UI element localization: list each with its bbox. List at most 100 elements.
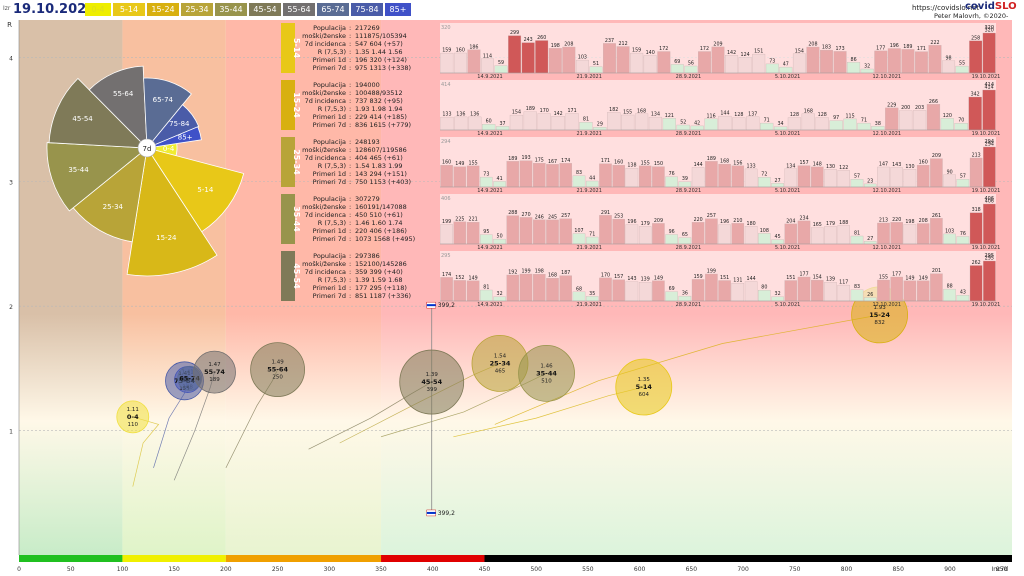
pie-slice-5-14[interactable] xyxy=(146,147,245,233)
panel-bar[interactable] xyxy=(662,118,676,131)
panel-bar[interactable] xyxy=(466,222,480,245)
panel-bar[interactable] xyxy=(612,218,625,245)
panel-age-tab[interactable] xyxy=(281,251,295,301)
panel-bar[interactable] xyxy=(440,116,454,131)
panel-bar[interactable] xyxy=(519,217,533,245)
panel-bar[interactable] xyxy=(440,52,454,74)
panel-bar[interactable] xyxy=(523,111,537,131)
panel-bar[interactable] xyxy=(843,118,857,131)
panel-bar[interactable] xyxy=(731,223,745,245)
age-button-55-64[interactable]: 55-64 xyxy=(283,3,315,16)
panel-bar[interactable] xyxy=(599,163,612,188)
panel-bar[interactable] xyxy=(731,283,745,302)
panel-bar[interactable] xyxy=(824,282,837,302)
panel-bar[interactable] xyxy=(731,165,745,188)
panel-bar[interactable] xyxy=(969,157,983,188)
panel-bar[interactable] xyxy=(969,265,983,302)
panel-bar[interactable] xyxy=(625,224,639,245)
panel-bar[interactable] xyxy=(440,277,453,302)
bubble-5-14[interactable] xyxy=(615,358,673,416)
panel-bar[interactable] xyxy=(665,234,678,245)
panel-bar[interactable] xyxy=(480,176,493,188)
panel-bar[interactable] xyxy=(926,104,941,131)
panel-bar[interactable] xyxy=(453,221,467,245)
panel-bar[interactable] xyxy=(705,218,718,245)
pie-slice-75-84[interactable] xyxy=(146,104,200,149)
panel-bar[interactable] xyxy=(565,113,579,131)
panel-bar[interactable] xyxy=(493,296,506,302)
panel-bar[interactable] xyxy=(704,118,718,131)
panel-bar[interactable] xyxy=(705,273,718,302)
panel-bar[interactable] xyxy=(691,222,705,245)
panel-bar[interactable] xyxy=(546,278,559,302)
bubble-0-4[interactable] xyxy=(116,400,150,434)
panel-bar[interactable] xyxy=(638,226,652,245)
panel-bar[interactable] xyxy=(887,48,901,74)
panel-bar[interactable] xyxy=(797,220,811,245)
panel-bar[interactable] xyxy=(481,58,494,74)
panel-bar[interactable] xyxy=(648,116,663,131)
panel-bar[interactable] xyxy=(811,279,824,302)
bubble-45-54[interactable] xyxy=(399,349,465,415)
site-url[interactable]: https://covidslo.net xyxy=(912,4,980,12)
panel-bar[interactable] xyxy=(930,273,943,302)
panel-bar[interactable] xyxy=(480,234,493,245)
panel-bar[interactable] xyxy=(850,235,864,245)
panel-bar[interactable] xyxy=(850,179,864,188)
panel-bar[interactable] xyxy=(797,165,811,188)
panel-bar[interactable] xyxy=(589,66,603,74)
panel-bar[interactable] xyxy=(824,226,837,245)
panel-bar[interactable] xyxy=(546,164,559,188)
panel-bar[interactable] xyxy=(625,168,639,188)
bubble-55-64[interactable] xyxy=(250,342,305,398)
bubble-55-74[interactable] xyxy=(193,350,236,394)
age-button-65-74[interactable]: 65-74 xyxy=(317,3,349,16)
panel-bar[interactable] xyxy=(705,161,718,188)
panel-bar[interactable] xyxy=(732,117,746,131)
panel-bar[interactable] xyxy=(930,218,943,245)
panel-bar[interactable] xyxy=(916,165,930,188)
panel-bar[interactable] xyxy=(643,55,657,74)
panel-bar[interactable] xyxy=(585,296,599,302)
panel-bar[interactable] xyxy=(676,124,690,131)
panel-bar[interactable] xyxy=(711,46,725,74)
panel-bar[interactable] xyxy=(718,224,731,245)
age-button-35-44[interactable]: 35-44 xyxy=(215,3,247,16)
panel-bar[interactable] xyxy=(982,89,996,131)
panel-bar[interactable] xyxy=(559,163,572,188)
panel-bar[interactable] xyxy=(509,114,524,131)
panel-bar[interactable] xyxy=(638,165,652,188)
panel-bar[interactable] xyxy=(943,174,956,188)
panel-bar[interactable] xyxy=(784,168,798,188)
panel-age-tab[interactable] xyxy=(281,137,295,187)
pie-slice-45-54[interactable] xyxy=(48,77,149,149)
panel-bar[interactable] xyxy=(928,45,942,74)
pie-slice-25-34[interactable] xyxy=(72,147,148,243)
panel-bar[interactable] xyxy=(678,181,692,188)
panel-bar[interactable] xyxy=(690,125,704,131)
panel-bar[interactable] xyxy=(779,66,793,74)
panel-bar[interactable] xyxy=(665,291,678,302)
age-button-25-34[interactable]: 25-34 xyxy=(181,3,213,16)
panel-bar[interactable] xyxy=(575,59,589,74)
panel-bar[interactable] xyxy=(562,46,576,74)
panel-bar[interactable] xyxy=(874,50,888,74)
panel-bar[interactable] xyxy=(652,280,665,302)
panel-bar[interactable] xyxy=(940,118,954,131)
age-button-15-24[interactable]: 15-24 xyxy=(147,3,179,16)
panel-bar[interactable] xyxy=(901,49,915,74)
panel-bar[interactable] xyxy=(621,114,635,131)
age-button-45-54[interactable]: 45-54 xyxy=(249,3,281,16)
panel-bar[interactable] xyxy=(572,233,586,245)
panel-bar[interactable] xyxy=(579,122,593,131)
panel-bar[interactable] xyxy=(521,42,535,74)
panel-bar[interactable] xyxy=(943,233,956,245)
panel-bar[interactable] xyxy=(519,273,533,302)
pie-slice-85+[interactable] xyxy=(146,126,202,149)
panel-bar[interactable] xyxy=(912,110,927,131)
panel-bar[interactable] xyxy=(815,117,829,131)
panel-bar[interactable] xyxy=(678,295,692,302)
panel-bar[interactable] xyxy=(533,274,546,302)
panel-bar[interactable] xyxy=(890,276,903,302)
panel-bar[interactable] xyxy=(787,117,802,131)
